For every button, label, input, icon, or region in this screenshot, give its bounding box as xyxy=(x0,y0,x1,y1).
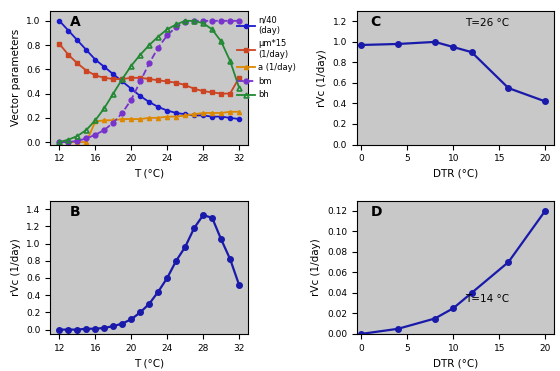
X-axis label: T (°C): T (°C) xyxy=(134,169,164,179)
Y-axis label: rVc (1/day): rVc (1/day) xyxy=(11,238,21,296)
Legend: n/40
(day), μm*15
(1/day), a (1/day), bm, bh: n/40 (day), μm*15 (1/day), a (1/day), bm… xyxy=(236,15,296,99)
Text: A: A xyxy=(70,15,81,29)
Y-axis label: rVc (1/day): rVc (1/day) xyxy=(311,238,321,296)
X-axis label: T (°C): T (°C) xyxy=(134,358,164,368)
X-axis label: DTR (°C): DTR (°C) xyxy=(433,358,478,368)
X-axis label: DTR (°C): DTR (°C) xyxy=(433,169,478,179)
Text: T=26 °C: T=26 °C xyxy=(465,18,510,28)
Y-axis label: Vector parameters: Vector parameters xyxy=(11,29,21,127)
Text: C: C xyxy=(371,15,381,29)
Text: B: B xyxy=(70,204,81,219)
Y-axis label: rVc (1/day): rVc (1/day) xyxy=(317,49,327,107)
Text: D: D xyxy=(371,204,382,219)
Text: T=14 °C: T=14 °C xyxy=(465,294,510,304)
